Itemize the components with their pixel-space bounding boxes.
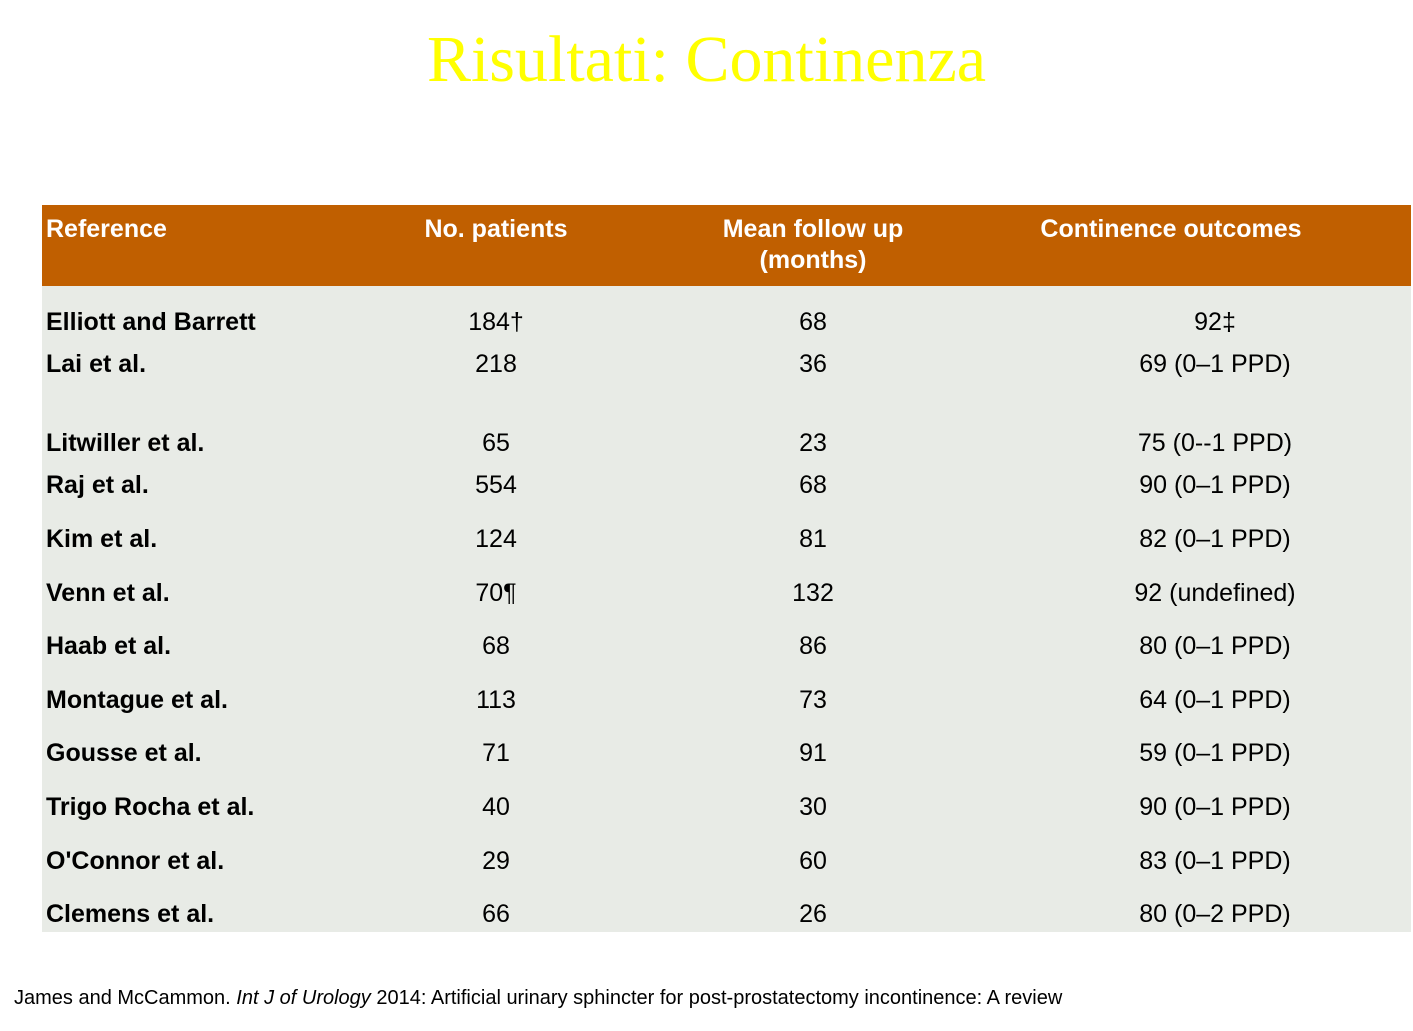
follow-up-cell: 30: [799, 793, 827, 821]
citation: James and McCammon. Int J of Urology 201…: [14, 987, 1062, 1010]
patients-cell: 124: [475, 525, 517, 553]
citation-authors: James and McCammon.: [14, 987, 237, 1009]
table-row: O'Connor et al. 29 60 83 (0–1 PPD): [42, 844, 1411, 878]
table-row: Litwiller et al. 65 23 75 (0--1 PPD): [42, 426, 1411, 460]
header-patients: No. patients: [424, 215, 568, 243]
table-header: Reference No. patients Mean follow up (m…: [42, 205, 1411, 286]
reference-cell: Litwiller et al.: [46, 429, 205, 457]
table-row: Montague et al. 113 73 64 (0–1 PPD): [42, 683, 1411, 717]
follow-up-cell: 23: [799, 429, 827, 457]
follow-up-cell: 68: [799, 471, 827, 499]
follow-up-cell: 26: [799, 900, 827, 928]
patients-cell: 40: [482, 793, 510, 821]
reference-cell: Haab et al.: [46, 632, 172, 660]
results-table: Reference No. patients Mean follow up (m…: [42, 205, 1411, 932]
header-reference: Reference: [46, 215, 167, 243]
patients-cell: 113: [476, 686, 516, 714]
reference-cell: Trigo Rocha et al.: [46, 793, 255, 821]
table-row: Gousse et al. 71 91 59 (0–1 PPD): [42, 736, 1411, 770]
patients-cell: 184†: [468, 308, 524, 336]
patients-cell: 70¶: [475, 579, 517, 607]
patients-cell: 68: [482, 632, 510, 660]
outcome-cell: 80 (0–1 PPD): [1139, 632, 1291, 660]
follow-up-cell: 132: [792, 579, 834, 607]
table-row: Raj et al. 554 68 90 (0–1 PPD): [42, 468, 1411, 502]
follow-up-cell: 86: [799, 632, 827, 660]
reference-cell: Clemens et al.: [46, 900, 215, 928]
table-row: Lai et al. 218 36 69 (0–1 PPD): [42, 347, 1411, 381]
follow-up-cell: 60: [799, 847, 827, 875]
outcome-cell: 82 (0–1 PPD): [1139, 525, 1291, 553]
header-outcomes: Continence outcomes: [1040, 215, 1302, 243]
reference-cell: Montague et al.: [46, 686, 228, 714]
table-row: Haab et al. 68 86 80 (0–1 PPD): [42, 629, 1411, 663]
patients-cell: 65: [482, 429, 510, 457]
reference-cell: Gousse et al.: [46, 739, 202, 767]
table-row: Elliott and Barrett 184† 68 92‡: [42, 305, 1411, 339]
follow-up-cell: 68: [799, 308, 827, 336]
follow-up-cell: 91: [799, 739, 827, 767]
reference-cell: O'Connor et al.: [46, 847, 225, 875]
patients-cell: 218: [475, 350, 517, 378]
outcome-cell: 92 (undefined): [1134, 579, 1296, 607]
outcome-cell: 59 (0–1 PPD): [1139, 739, 1291, 767]
reference-cell: Venn et al.: [46, 579, 170, 607]
reference-cell: Elliott and Barrett: [46, 308, 256, 336]
header-follow-up: Mean follow up (months): [722, 215, 904, 274]
patients-cell: 71: [482, 739, 510, 767]
slide-title: Risultati: Continenza: [426, 23, 987, 96]
citation-journal: Int J of Urology: [236, 987, 371, 1009]
reference-cell: Raj et al.: [46, 471, 149, 499]
outcome-cell: 90 (0–1 PPD): [1139, 471, 1291, 499]
citation-rest: 2014: Artificial urinary sphincter for p…: [370, 987, 1063, 1009]
table-row: Kim et al. 124 81 82 (0–1 PPD): [42, 522, 1411, 556]
follow-up-cell: 73: [799, 686, 827, 714]
table-row: Trigo Rocha et al. 40 30 90 (0–1 PPD): [42, 790, 1411, 824]
patients-cell: 554: [475, 471, 517, 499]
outcome-cell: 83 (0–1 PPD): [1139, 847, 1291, 875]
patients-cell: 29: [482, 847, 510, 875]
outcome-cell: 69 (0–1 PPD): [1139, 350, 1291, 378]
patients-cell: 66: [482, 900, 510, 928]
outcome-cell: 92‡: [1194, 308, 1236, 336]
outcome-cell: 64 (0–1 PPD): [1139, 686, 1291, 714]
follow-up-cell: 36: [799, 350, 827, 378]
outcome-cell: 75 (0--1 PPD): [1137, 429, 1293, 457]
follow-up-cell: 81: [799, 525, 827, 553]
reference-cell: Kim et al.: [46, 525, 158, 553]
table-row: Venn et al. 70¶ 132 92 (undefined): [42, 576, 1411, 610]
outcome-cell: 80 (0–2 PPD): [1139, 900, 1291, 928]
reference-cell: Lai et al.: [46, 350, 147, 378]
table-row: Clemens et al. 66 26 80 (0–2 PPD): [42, 897, 1411, 931]
outcome-cell: 90 (0–1 PPD): [1139, 793, 1291, 821]
